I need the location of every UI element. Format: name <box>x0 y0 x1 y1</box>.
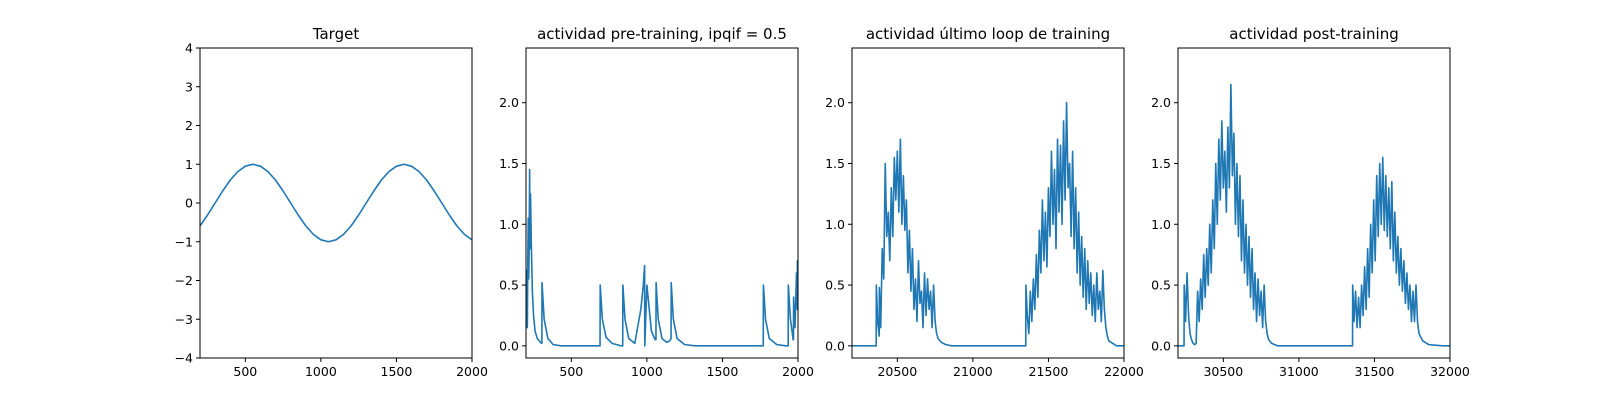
x-tick-label: 1500 <box>381 364 413 379</box>
y-tick-label: 0 <box>185 196 193 211</box>
subplot-1: Target 500 1000 1500 2000 −4 −3 −2 −1 0 1 2 3 4 <box>175 25 488 379</box>
plot-frame <box>1177 47 1451 359</box>
x-tick-label: 21000 <box>953 364 993 379</box>
y-tick-label: 1.0 <box>825 217 845 232</box>
plot-frame <box>525 47 799 359</box>
subplot-3: actividad último loop de training 20500 21… <box>825 25 1144 379</box>
subplot-2: actividad pre-training, ipqif = 0.5 500 10… <box>499 25 814 379</box>
series-line-4-1 <box>1178 83 1450 347</box>
y-tick-label: 0.0 <box>825 338 845 353</box>
y-tick-label: −4 <box>175 351 193 366</box>
y-tick-label: 2.0 <box>825 95 845 110</box>
y-tick-label: 0.5 <box>499 278 519 293</box>
y-tick-label: 1.5 <box>825 156 845 171</box>
y-tick-label: 2.0 <box>499 95 519 110</box>
x-tick-label: 30500 <box>1203 364 1243 379</box>
y-tick-label: 2.0 <box>1151 95 1171 110</box>
y-tick-label: 1.0 <box>1151 217 1171 232</box>
y-tick-label: 1.5 <box>499 156 519 171</box>
chart-title: actividad pre-training, ipqif = 0.5 <box>537 25 787 43</box>
subplot-4: actividad post-training 30500 31000 31500 32… <box>1151 25 1470 379</box>
x-tick-label: 1000 <box>305 364 337 379</box>
y-tick-label: 1 <box>185 157 193 172</box>
x-tick-label: 31500 <box>1355 364 1395 379</box>
plot-frame <box>851 47 1125 359</box>
series-line-1-1 <box>200 163 472 243</box>
series-line-3-1 <box>852 101 1124 347</box>
x-tick-label: 1500 <box>707 364 739 379</box>
y-tick-label: 0.0 <box>499 338 519 353</box>
chart-title: actividad último loop de training <box>866 25 1110 43</box>
series-line-2-1 <box>526 168 798 347</box>
y-tick-label: 0.0 <box>1151 338 1171 353</box>
y-tick-label: 0.5 <box>1151 278 1171 293</box>
x-tick-label: 2000 <box>456 364 488 379</box>
y-tick-label: 4 <box>185 41 193 56</box>
y-tick-label: −3 <box>175 312 193 327</box>
x-tick-label: 500 <box>559 364 583 379</box>
chart-title: Target <box>312 25 360 43</box>
y-tick-label: 1.0 <box>499 217 519 232</box>
x-tick-label: 22000 <box>1104 364 1144 379</box>
y-tick-label: −2 <box>175 273 193 288</box>
plot-frame <box>199 47 473 359</box>
x-tick-label: 2000 <box>782 364 814 379</box>
y-tick-label: 2 <box>185 118 193 133</box>
x-tick-label: 20500 <box>877 364 917 379</box>
x-tick-label: 32000 <box>1430 364 1470 379</box>
chart-title: actividad post-training <box>1229 25 1398 43</box>
x-tick-label: 1000 <box>631 364 663 379</box>
y-tick-label: 3 <box>185 79 193 94</box>
x-tick-label: 31000 <box>1279 364 1319 379</box>
y-tick-label: 1.5 <box>1151 156 1171 171</box>
x-tick-label: 21500 <box>1029 364 1069 379</box>
y-tick-label: 0.5 <box>825 278 845 293</box>
x-tick-label: 500 <box>233 364 257 379</box>
y-tick-label: −1 <box>175 234 193 249</box>
